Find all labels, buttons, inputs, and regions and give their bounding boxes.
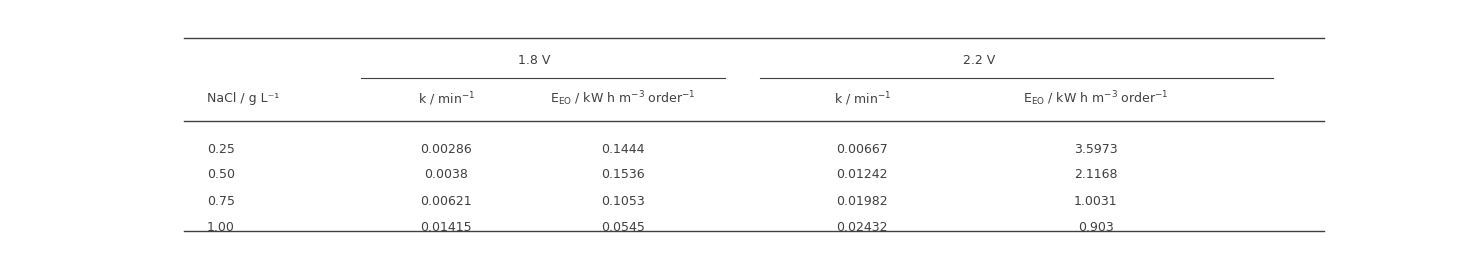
- Text: 1.00: 1.00: [206, 221, 234, 234]
- Text: 0.01242: 0.01242: [837, 168, 888, 181]
- Text: NaCl / g L⁻¹: NaCl / g L⁻¹: [206, 92, 279, 105]
- Text: 0.75: 0.75: [206, 195, 235, 208]
- Text: 3.5973: 3.5973: [1074, 143, 1118, 156]
- Text: 1.8 V: 1.8 V: [518, 54, 550, 67]
- Text: k / min$^{-1}$: k / min$^{-1}$: [418, 90, 475, 107]
- Text: 0.1444: 0.1444: [602, 143, 644, 156]
- Text: 0.25: 0.25: [206, 143, 234, 156]
- Text: 1.0031: 1.0031: [1074, 195, 1118, 208]
- Text: 0.50: 0.50: [206, 168, 235, 181]
- Text: 0.903: 0.903: [1078, 221, 1114, 234]
- Text: E$_{\mathregular{EO}}$ / kW h m$^{-3}$ order$^{-1}$: E$_{\mathregular{EO}}$ / kW h m$^{-3}$ o…: [550, 89, 696, 108]
- Text: 0.02432: 0.02432: [837, 221, 888, 234]
- Text: 0.1536: 0.1536: [602, 168, 644, 181]
- Text: 0.00621: 0.00621: [421, 195, 472, 208]
- Text: 0.0545: 0.0545: [600, 221, 644, 234]
- Text: k / min$^{-1}$: k / min$^{-1}$: [834, 90, 891, 107]
- Text: 0.01415: 0.01415: [421, 221, 472, 234]
- Text: E$_{\mathregular{EO}}$ / kW h m$^{-3}$ order$^{-1}$: E$_{\mathregular{EO}}$ / kW h m$^{-3}$ o…: [1022, 89, 1169, 108]
- Text: 2.2 V: 2.2 V: [964, 54, 996, 67]
- Text: 0.01982: 0.01982: [837, 195, 888, 208]
- Text: 0.00286: 0.00286: [421, 143, 472, 156]
- Text: 0.0038: 0.0038: [424, 168, 468, 181]
- Text: 2.1168: 2.1168: [1074, 168, 1118, 181]
- Text: 0.1053: 0.1053: [602, 195, 644, 208]
- Text: 0.00667: 0.00667: [837, 143, 888, 156]
